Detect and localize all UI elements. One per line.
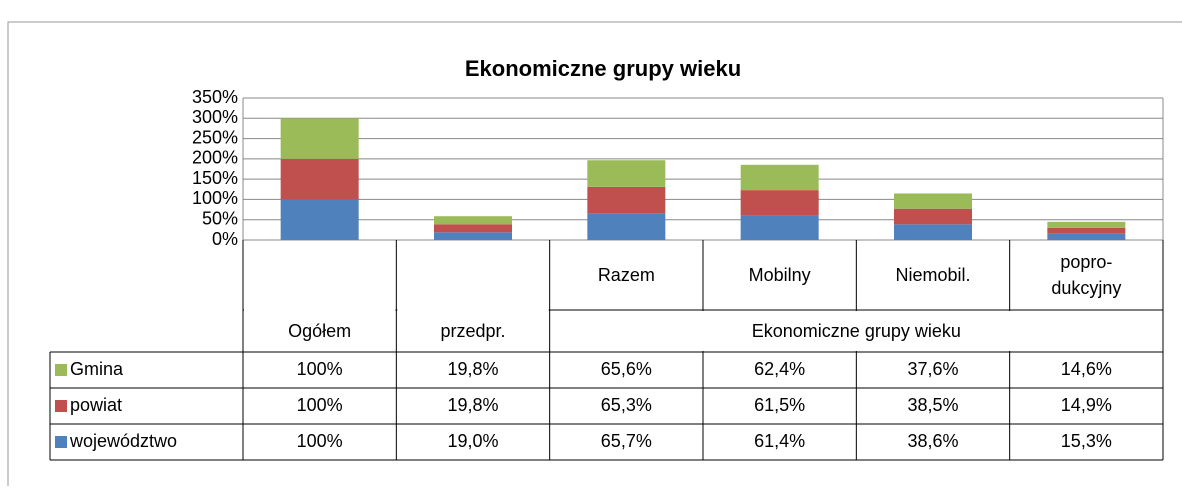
- table-cell: 65,3%: [601, 395, 652, 415]
- bar: [1047, 233, 1126, 240]
- table-cell: 100%: [297, 359, 343, 379]
- bar: [740, 190, 819, 216]
- table-cell: 19,8%: [447, 359, 498, 379]
- bar: [894, 208, 972, 225]
- y-tick-label: 200%: [192, 148, 238, 168]
- table-cell: 14,9%: [1061, 395, 1112, 415]
- y-tick-label: 300%: [192, 107, 238, 127]
- x-tick-label: Razem: [598, 265, 655, 285]
- bar: [434, 232, 512, 240]
- bar: [587, 186, 666, 214]
- bar: [587, 160, 666, 187]
- merge-cover: [550, 311, 1162, 351]
- table-cell: 65,6%: [601, 359, 652, 379]
- merge-cover: [397, 309, 549, 311]
- bar: [587, 213, 666, 240]
- table-cell: 61,4%: [754, 431, 805, 451]
- table-cell: 62,4%: [754, 359, 805, 379]
- category-group-label: Ogółem: [288, 321, 351, 341]
- legend-key: [55, 436, 67, 448]
- legend-key: [55, 364, 67, 376]
- bar: [740, 215, 819, 240]
- x-tick-label: Niemobil.: [895, 265, 970, 285]
- table-cell: 19,0%: [447, 431, 498, 451]
- bar: [434, 224, 512, 233]
- y-tick-label: 0%: [212, 229, 238, 249]
- table-cell: 100%: [297, 431, 343, 451]
- bar: [894, 193, 972, 209]
- y-tick-label: 350%: [192, 87, 238, 107]
- table-cell: 100%: [297, 395, 343, 415]
- table-cell: 37,6%: [907, 359, 958, 379]
- x-tick-label: popro-dukcyjny: [1051, 252, 1121, 298]
- table-cell: 61,5%: [754, 395, 805, 415]
- y-tick-label: 100%: [192, 188, 238, 208]
- bar: [894, 224, 972, 240]
- table-cell: 38,6%: [907, 431, 958, 451]
- bar: [280, 158, 359, 200]
- category-group-label: Ekonomiczne grupy wieku: [752, 321, 961, 341]
- legend-key: [55, 400, 67, 412]
- table-cell: 38,5%: [907, 395, 958, 415]
- bar: [434, 216, 512, 225]
- bar: [280, 118, 359, 159]
- bar: [740, 164, 819, 191]
- table-cell: 19,8%: [447, 395, 498, 415]
- legend-label: powiat: [70, 395, 122, 415]
- bar: [1047, 221, 1126, 228]
- frame: [7, 21, 1182, 486]
- table-cell: 15,3%: [1061, 431, 1112, 451]
- x-tick-label: Mobilny: [749, 265, 811, 285]
- y-tick-label: 50%: [202, 208, 238, 228]
- legend-label: województwo: [69, 431, 177, 451]
- bar: [1047, 227, 1126, 234]
- chart-title: Ekonomiczne grupy wieku: [465, 56, 741, 81]
- bar: [280, 199, 359, 240]
- table-cell: 14,6%: [1061, 359, 1112, 379]
- legend-label: Gmina: [70, 359, 124, 379]
- category-group-label: przedpr.: [440, 321, 505, 341]
- table-cell: 65,7%: [601, 431, 652, 451]
- y-tick-label: 250%: [192, 127, 238, 147]
- y-tick-label: 150%: [192, 168, 238, 188]
- merge-cover: [244, 309, 396, 311]
